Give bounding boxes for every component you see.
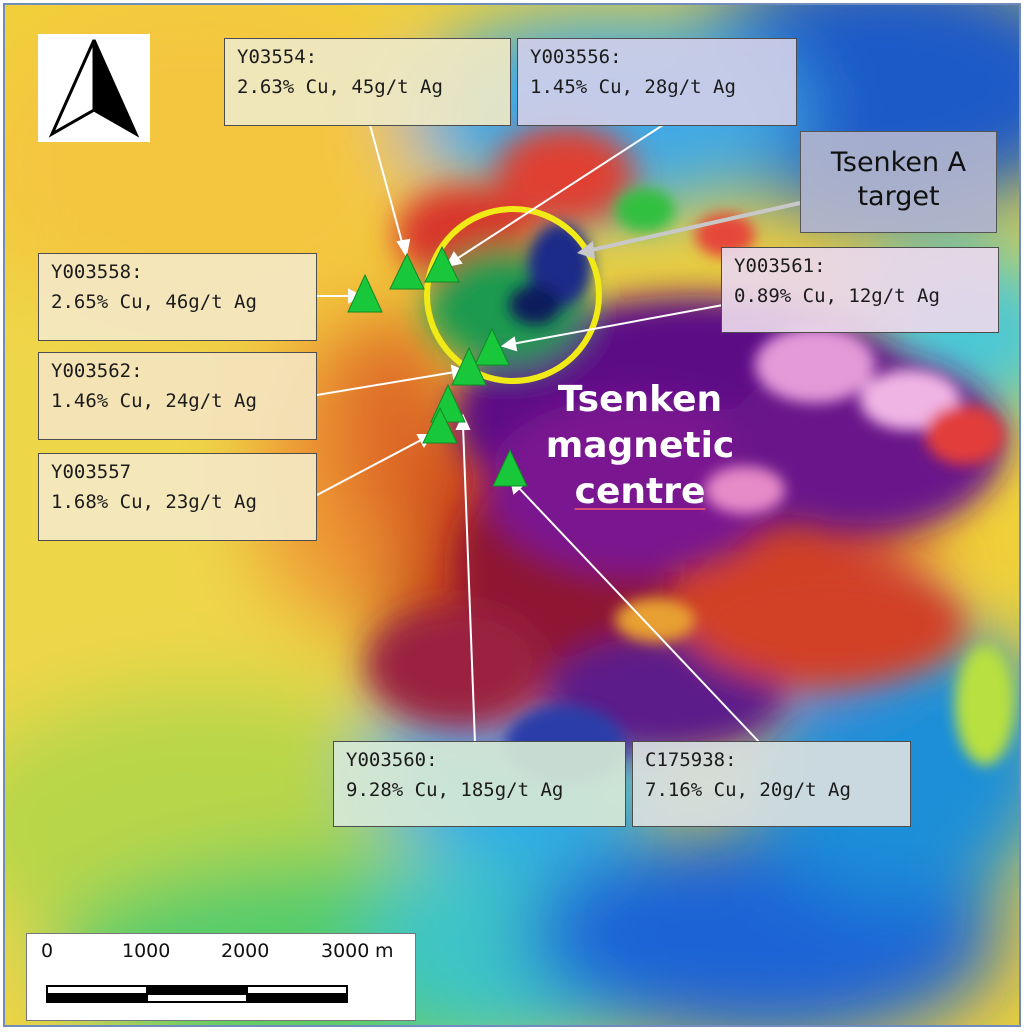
sample-label-y003556: Y003556: 1.45% Cu, 28g/t Ag [517,38,797,126]
sample-grade: 2.63% Cu, 45g/t Ag [237,72,498,102]
sample-grade: 9.28% Cu, 185g/t Ag [346,775,613,805]
sample-id: C175938: [645,745,898,775]
sample-id: Y003561: [734,251,986,281]
sample-id: Y003556: [530,42,784,72]
tsenken-magnetic-centre-label: Tsenken magnetic centre [530,377,750,515]
sample-grade: 1.46% Cu, 24g/t Ag [51,386,304,416]
target-label-line1: Tsenken A [801,146,996,180]
scale-tick-2000: 2000 [221,940,269,962]
scale-tick-3000: 3000 [321,940,369,962]
scale-unit: m [375,940,394,962]
target-label-line2: target [801,180,996,214]
scale-bar: 0 1000 2000 3000 m [26,933,416,1021]
north-arrow-icon [38,34,150,142]
sample-label-y003562: Y003562: 1.46% Cu, 24g/t Ag [38,352,317,440]
sample-id: Y003558: [51,257,304,287]
scale-bar-graphic [27,972,417,1022]
scale-tick-1000: 1000 [122,940,170,962]
sample-id: Y03554: [237,42,498,72]
sample-label-y003557: Y003557 1.68% Cu, 23g/t Ag [38,453,317,541]
sample-id: Y003560: [346,745,613,775]
north-arrow-panel [38,34,150,142]
sample-grade: 2.65% Cu, 46g/t Ag [51,287,304,317]
scale-tick-0: 0 [41,940,53,962]
sample-grade: 0.89% Cu, 12g/t Ag [734,281,986,311]
sample-grade: 1.45% Cu, 28g/t Ag [530,72,784,102]
centre-label-line2: magnetic [530,423,750,469]
tsenken-a-target-label: Tsenken A target [800,131,997,233]
centre-label-line3: centre [575,471,706,512]
sample-label-y003560: Y003560: 9.28% Cu, 185g/t Ag [333,741,626,827]
sample-label-y003558: Y003558: 2.65% Cu, 46g/t Ag [38,253,317,341]
sample-label-c175938: C175938: 7.16% Cu, 20g/t Ag [632,741,911,827]
sample-label-y003561: Y003561: 0.89% Cu, 12g/t Ag [721,247,999,333]
sample-id: Y003562: [51,356,304,386]
sample-label-y03554: Y03554: 2.63% Cu, 45g/t Ag [224,38,511,126]
sample-grade: 1.68% Cu, 23g/t Ag [51,487,304,517]
sample-id: Y003557 [51,457,304,487]
sample-grade: 7.16% Cu, 20g/t Ag [645,775,898,805]
centre-label-line1: Tsenken [530,377,750,423]
map-frame: Y03554: 2.63% Cu, 45g/t Ag Y003556: 1.45… [3,3,1021,1027]
